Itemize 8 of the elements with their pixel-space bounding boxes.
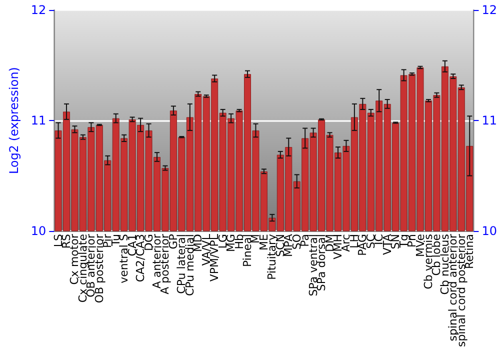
- y-axis-title: Log2 (expression): [7, 67, 21, 174]
- y-tick-label: 11: [30, 114, 46, 128]
- y2-tick-label: 12: [482, 3, 498, 17]
- x-tick-label: Pituitary: [266, 234, 279, 280]
- y-tick-label: 12: [30, 3, 46, 17]
- y2-tick-label: 11: [482, 114, 498, 128]
- y-tick-label: 10: [30, 224, 46, 238]
- y2-tick-label: 10: [482, 224, 498, 238]
